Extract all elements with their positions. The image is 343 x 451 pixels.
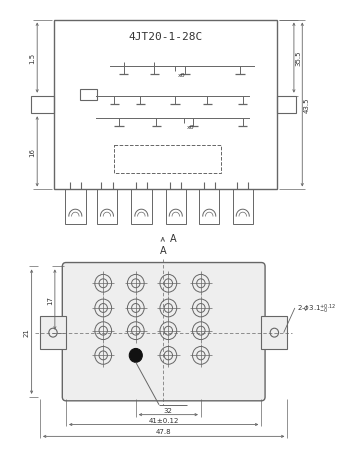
Text: 47.8: 47.8	[156, 428, 172, 434]
Text: 41±0.12: 41±0.12	[149, 417, 179, 423]
Bar	[166, 190, 186, 225]
Text: 43.5: 43.5	[304, 97, 310, 113]
Bar	[65, 190, 85, 225]
Bar	[40, 316, 66, 350]
Bar	[54, 20, 277, 190]
FancyBboxPatch shape	[62, 263, 265, 401]
Text: 17: 17	[47, 295, 53, 304]
Text: 1.5: 1.5	[29, 53, 35, 64]
Bar	[261, 316, 287, 350]
Text: x0: x0	[187, 125, 194, 130]
Text: A: A	[159, 245, 166, 255]
Bar	[31, 97, 54, 114]
Text: 35.5: 35.5	[296, 51, 302, 66]
Text: A: A	[170, 233, 177, 243]
Bar	[97, 190, 117, 225]
Bar	[233, 190, 253, 225]
Text: 2-$\phi$3.1$^{+0.12}_{-0}$: 2-$\phi$3.1$^{+0.12}_{-0}$	[297, 302, 336, 315]
Text: x0: x0	[178, 73, 185, 78]
Text: 4JT20-1-28C: 4JT20-1-28C	[128, 32, 203, 42]
Bar	[115, 146, 221, 173]
Circle shape	[129, 349, 142, 363]
Bar	[80, 89, 97, 100]
Bar	[277, 97, 296, 114]
Text: 21: 21	[24, 327, 30, 336]
Bar	[131, 190, 152, 225]
Bar	[199, 190, 220, 225]
Text: 32: 32	[164, 407, 173, 413]
Text: 16: 16	[29, 147, 35, 156]
